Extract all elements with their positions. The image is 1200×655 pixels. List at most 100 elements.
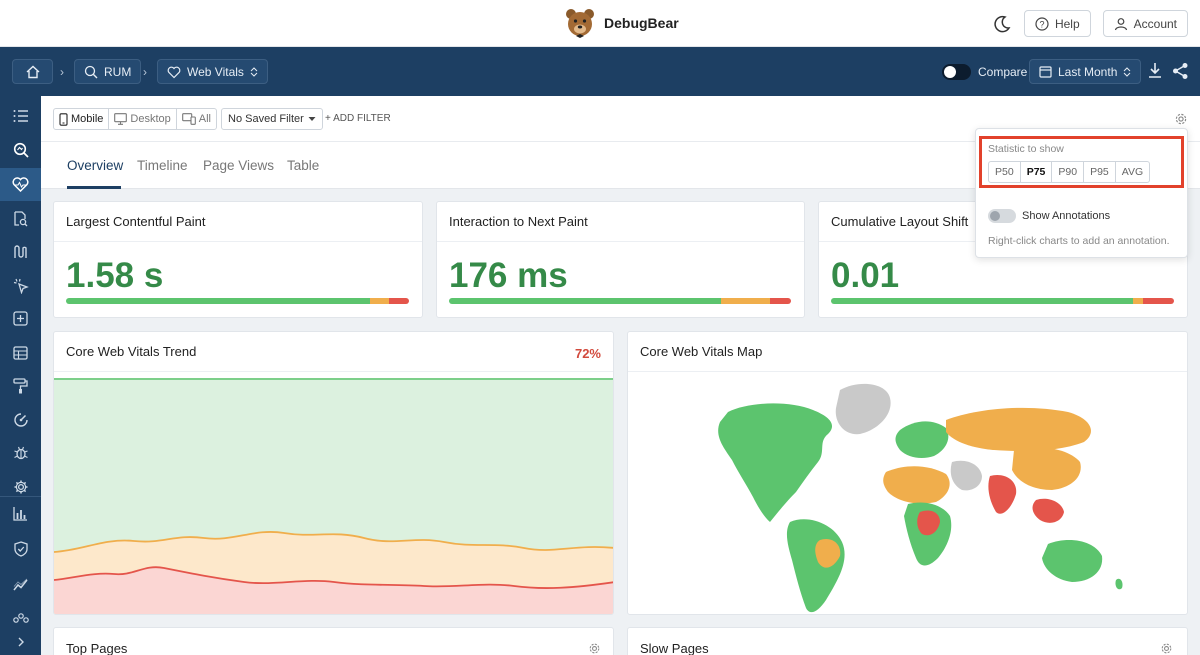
gear-icon[interactable] [588, 642, 601, 655]
stat-option-avg[interactable]: AVG [1121, 166, 1144, 178]
search-chart-icon [84, 65, 98, 78]
sidebar-item-pages[interactable] [0, 202, 41, 235]
map-card: Core Web Vitals Map [627, 331, 1188, 615]
metric-value: 176 ms [449, 256, 568, 295]
calendar-icon [1039, 66, 1052, 78]
trend-card: Core Web Vitals Trend 72% [53, 331, 614, 615]
map-region-southeast-asia[interactable] [1032, 498, 1064, 523]
desktop-icon [114, 113, 128, 125]
saved-filter-label: No Saved Filter [228, 113, 304, 125]
needs-improvement-line [54, 531, 613, 553]
compare-toggle[interactable]: Compare [942, 64, 1027, 80]
compare-switch[interactable] [942, 64, 971, 80]
sidebar-item-add[interactable] [0, 302, 41, 335]
device-label: Mobile [71, 113, 104, 125]
sidebar-item-debug[interactable] [0, 436, 41, 469]
sidebar-expand-button[interactable] [0, 625, 41, 655]
world-map[interactable] [628, 372, 1188, 615]
map-title: Core Web Vitals Map [640, 344, 763, 359]
tab-timeline[interactable]: Timeline [137, 158, 188, 173]
map-region-russia[interactable] [946, 407, 1091, 452]
map-region-europe[interactable] [895, 421, 949, 458]
poor-segment [389, 298, 409, 304]
sidebar-item-paint[interactable] [0, 369, 41, 402]
tab-table[interactable]: Table [287, 158, 320, 173]
chevron-up-down-icon [250, 66, 258, 77]
add-filter-button[interactable]: + ADD FILTER [325, 113, 391, 124]
tab-overview[interactable]: Overview [67, 158, 124, 173]
svg-text:?: ? [1039, 19, 1044, 29]
map-region-middle-east[interactable] [950, 460, 982, 491]
device-option-desktop[interactable]: Desktop [109, 109, 177, 129]
sidebar-item-flows[interactable] [0, 235, 41, 268]
link-nodes-icon [12, 612, 29, 623]
sidebar-item-speed[interactable] [0, 403, 41, 436]
good-segment [449, 298, 721, 304]
help-circle-icon: ? [1035, 16, 1049, 31]
breadcrumb-rum[interactable]: RUM [74, 59, 142, 84]
home-button[interactable] [12, 59, 53, 84]
heart-pulse-icon [167, 66, 181, 78]
trend-percentage: 72% [574, 346, 601, 361]
statistic-label: Statistic to show [988, 143, 1064, 155]
metric-card-inp[interactable]: Interaction to Next Paint 176 ms [436, 201, 805, 318]
map-region-north-america[interactable] [718, 403, 833, 522]
stat-option-p50[interactable]: P50 [989, 162, 1021, 182]
sidebar-item-integrations[interactable] [0, 601, 41, 634]
metric-value: 1.58 s [66, 256, 164, 295]
sidebar-item-list[interactable] [0, 99, 41, 132]
compare-label: Compare [978, 65, 1028, 79]
metric-title: Cumulative Layout Shift [831, 214, 969, 229]
highlight-box [979, 136, 1184, 188]
map-region-greenland[interactable] [835, 383, 891, 435]
speedometer-icon [13, 412, 28, 427]
sidebar-item-security[interactable] [0, 532, 41, 565]
sidebar-item-reports[interactable] [0, 497, 41, 530]
help-label: Help [1054, 16, 1080, 31]
breadcrumb-web-vitals[interactable]: Web Vitals [157, 59, 268, 84]
download-icon[interactable] [1147, 62, 1163, 80]
gear-icon[interactable] [1174, 112, 1188, 126]
brand[interactable]: DebugBear [564, 7, 679, 39]
distribution-bar [831, 298, 1174, 304]
map-region-africa-poor[interactable] [917, 510, 940, 536]
show-annotations-toggle[interactable]: Show Annotations [988, 209, 1110, 223]
sidebar-item-web-vitals[interactable] [0, 168, 41, 201]
sidebar-divider [0, 496, 41, 497]
tab-page-views[interactable]: Page Views [203, 158, 275, 173]
cursor-click-icon [13, 278, 29, 294]
bear-logo-icon [566, 9, 594, 38]
metric-card-lcp[interactable]: Largest Contentful Paint 1.58 s [53, 201, 423, 318]
trend-chart[interactable] [54, 378, 614, 615]
date-range-label: Last Month [1058, 64, 1118, 79]
map-region-new-zealand[interactable] [1115, 578, 1123, 590]
sidebar-item-table[interactable] [0, 336, 41, 369]
device-option-mobile[interactable]: Mobile [54, 109, 110, 129]
moon-icon[interactable] [992, 14, 1012, 34]
map-region-south-america[interactable] [786, 519, 845, 613]
sidebar-item-interactions[interactable] [0, 269, 41, 302]
stat-option-p95[interactable]: P95 [1084, 162, 1116, 182]
map-region-china[interactable] [1012, 447, 1081, 490]
date-range-select[interactable]: Last Month [1029, 59, 1142, 84]
sidebar-item-settings[interactable] [0, 470, 41, 503]
stat-option-p90[interactable]: P90 [1052, 162, 1085, 182]
gear-icon[interactable] [1160, 642, 1173, 655]
share-icon[interactable] [1172, 62, 1189, 80]
annotations-switch[interactable] [988, 209, 1016, 223]
map-region-south-america-east[interactable] [815, 538, 841, 568]
sidebar-item-trends[interactable] [0, 568, 41, 601]
top-pages-card: Top Pages [53, 627, 614, 655]
trend-line-icon [12, 578, 28, 590]
saved-filter-select[interactable]: No Saved Filter [221, 108, 323, 130]
chevron-up-down-icon [1124, 66, 1131, 77]
map-region-india[interactable] [988, 474, 1017, 514]
map-region-australia[interactable] [1042, 540, 1103, 582]
stat-option-p75[interactable]: P75 [1021, 162, 1053, 182]
device-option-all[interactable]: All [177, 109, 216, 129]
account-button[interactable]: Account [1102, 10, 1188, 37]
help-button[interactable]: ? Help [1023, 10, 1091, 37]
sidebar-item-rum[interactable] [0, 133, 41, 166]
map-region-africa-north[interactable] [883, 466, 950, 504]
all-devices-icon [181, 113, 196, 125]
